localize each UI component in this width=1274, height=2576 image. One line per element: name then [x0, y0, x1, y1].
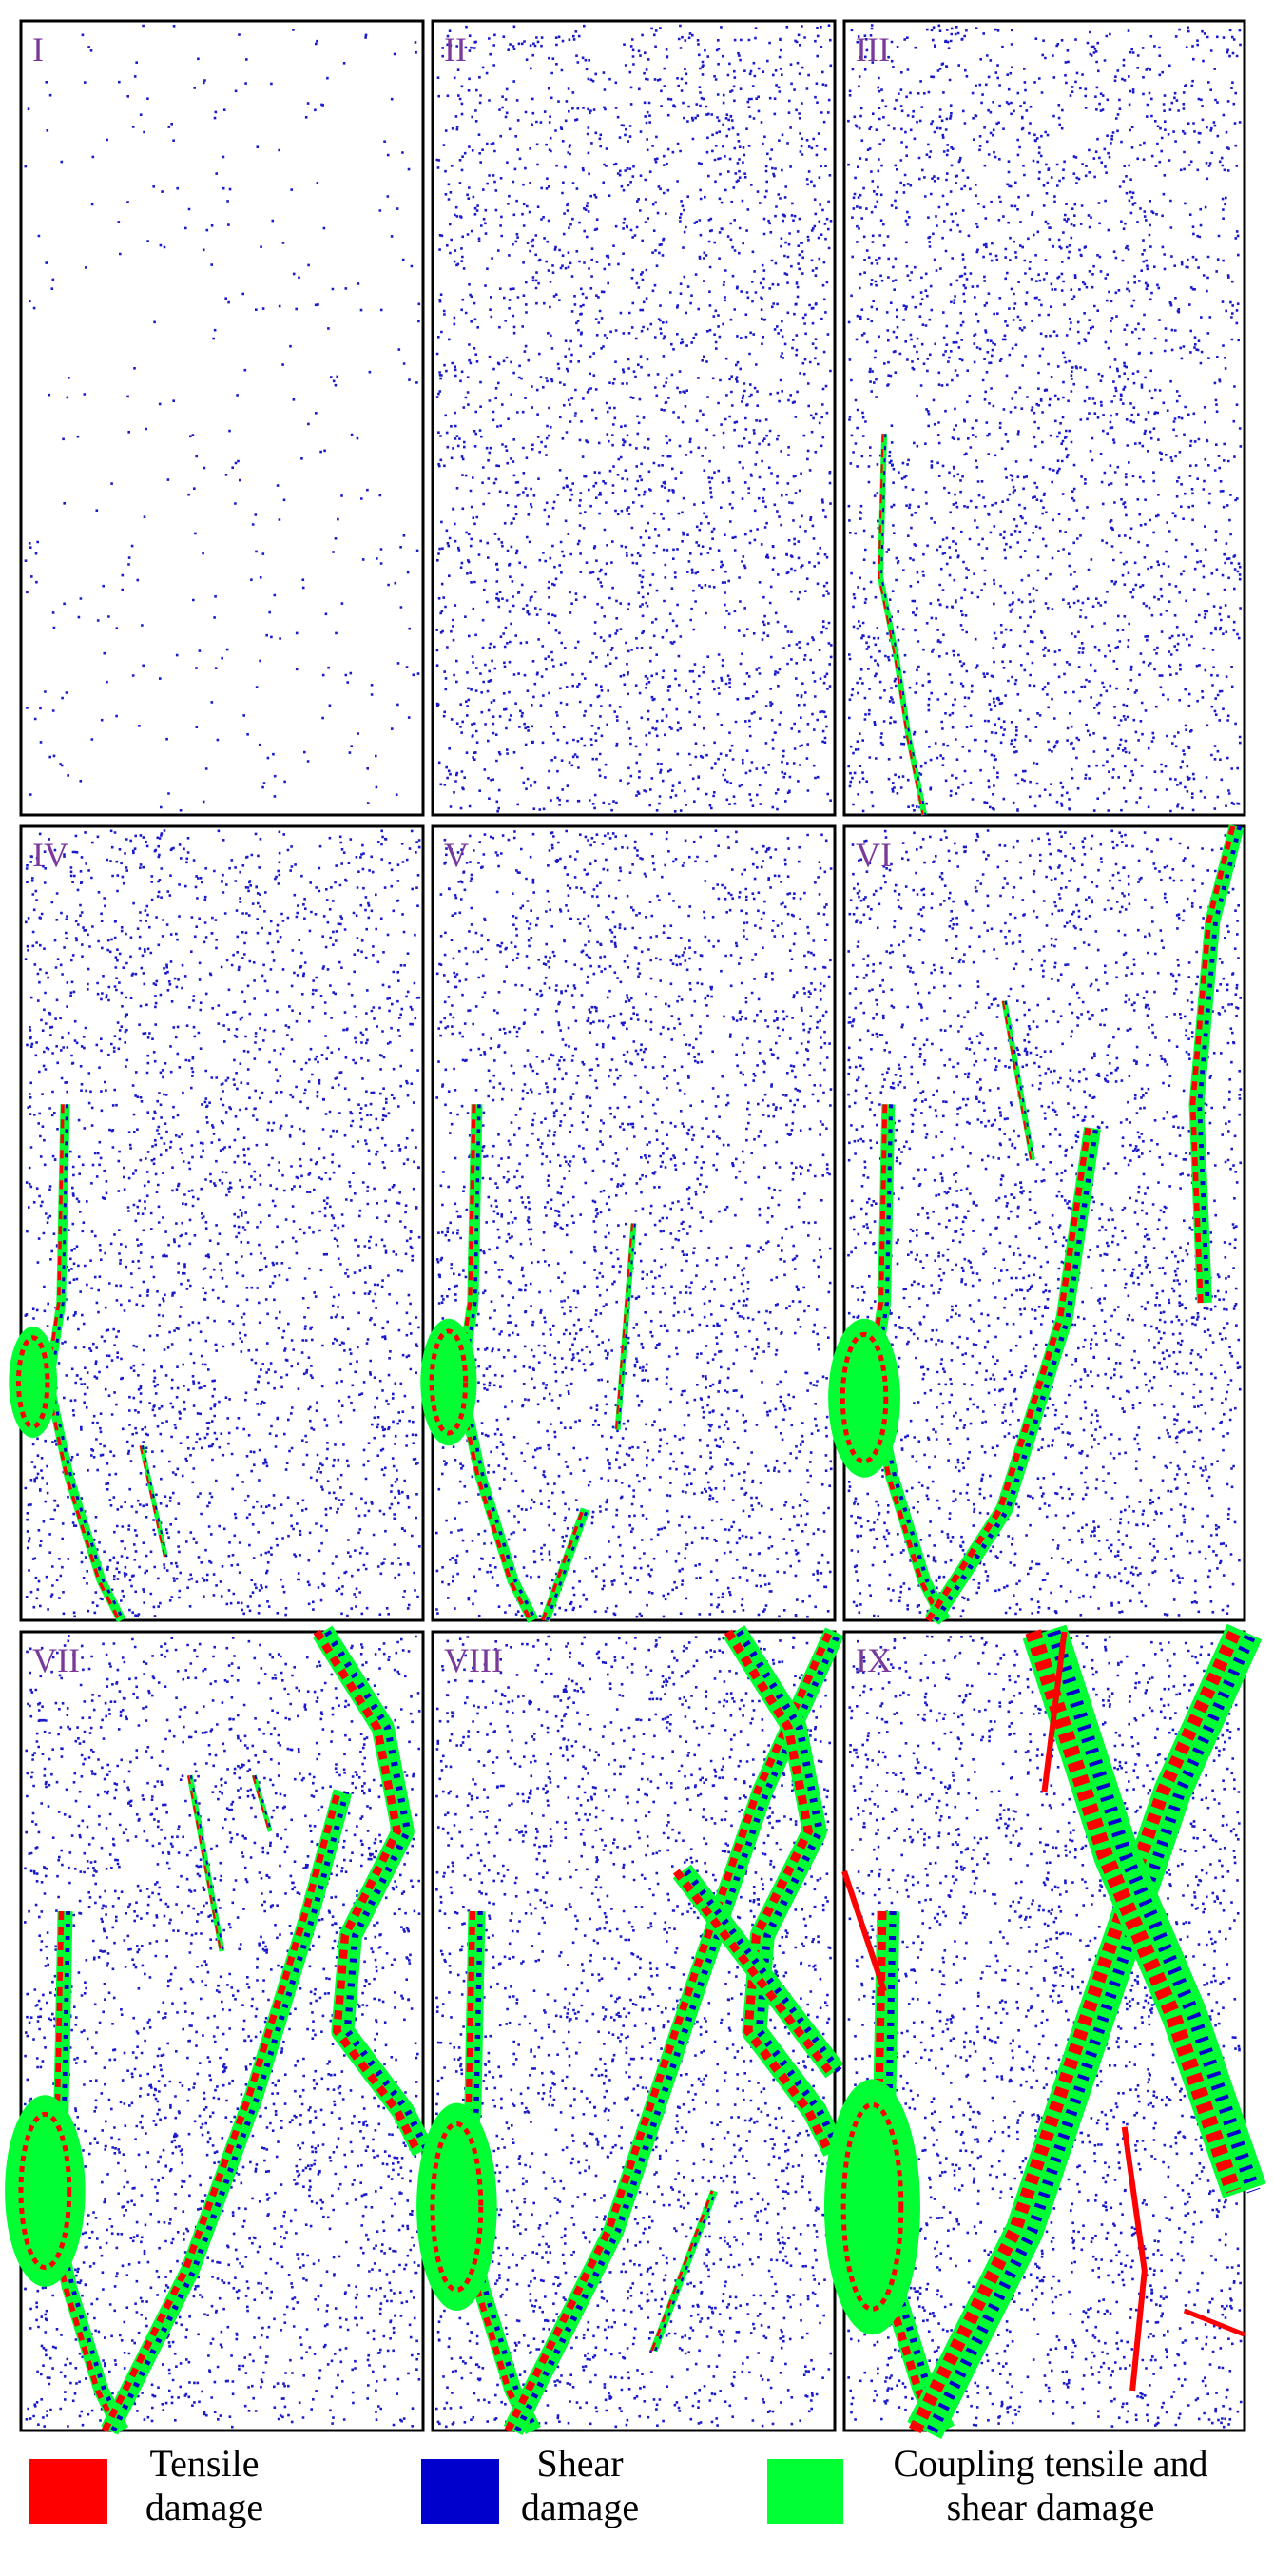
- shear-crack: [1004, 1000, 1035, 1160]
- tensile-crack: [1121, 2126, 1148, 2392]
- damage-cluster: [828, 1318, 900, 1478]
- panel: V: [420, 824, 837, 1623]
- tensile-crack: [453, 1910, 532, 2432]
- damage-cluster: [823, 2079, 920, 2335]
- legend-swatch: [29, 2459, 107, 2524]
- damage-cluster: [420, 1318, 477, 1446]
- tensile-crack: [878, 434, 924, 816]
- shear-crack: [1047, 1629, 1261, 2194]
- panel-label: IV: [32, 836, 68, 874]
- damage-points: [847, 829, 1243, 1617]
- coupled-crack: [925, 1126, 1101, 1625]
- damage-points: [24, 1635, 421, 2429]
- damage-cluster: [429, 1328, 469, 1436]
- tensile-crack: [455, 1104, 532, 1621]
- damage-cluster: [9, 1327, 58, 1438]
- tensile-crack: [504, 1630, 834, 2432]
- panel: VIII: [416, 1625, 846, 2435]
- coupled-crack: [724, 1625, 846, 2157]
- panel-frame: [431, 19, 837, 817]
- tensile-crack: [650, 2190, 714, 2352]
- shear-crack: [926, 1629, 1258, 2433]
- legend-swatch: [767, 2459, 843, 2524]
- tensile-crack: [1001, 1000, 1033, 1160]
- tensile-crack: [1183, 2308, 1245, 2337]
- damage-cluster: [15, 1335, 50, 1429]
- tensile-crack: [1041, 1631, 1068, 1792]
- tensile-crack: [139, 1445, 166, 1558]
- panel: IX: [823, 1623, 1266, 2439]
- shear-crack: [189, 1775, 224, 1952]
- panel-label: I: [32, 30, 44, 68]
- coupled-crack: [313, 1625, 434, 2157]
- legend-label: Coupling tensile and shear damage: [893, 2442, 1208, 2528]
- coupled-crack: [877, 434, 928, 816]
- tensile-crack: [1025, 1629, 1241, 2194]
- coupled-crack: [1001, 1000, 1035, 1161]
- coupled-crack: [139, 1444, 168, 1558]
- damage-cluster: [416, 2102, 497, 2311]
- shear-crack: [654, 2190, 717, 2352]
- tensile-crack: [541, 1508, 585, 1621]
- panel-label: V: [444, 836, 469, 874]
- panel-label: VII: [32, 1641, 80, 1679]
- coupled-crack: [101, 1789, 353, 2435]
- tensile-crack: [908, 1629, 1242, 2434]
- shear-crack: [324, 1630, 432, 2153]
- tensile-crack: [841, 1870, 887, 1992]
- legend-swatch: [421, 2459, 499, 2524]
- panel-label: VI: [856, 836, 892, 874]
- panel-frame: [19, 19, 425, 817]
- coupled-crack: [251, 1774, 273, 1832]
- coupled-crack: [1188, 824, 1245, 1304]
- damage-cluster: [840, 1331, 889, 1464]
- shear-crack: [49, 1910, 127, 2432]
- tensile-crack: [925, 1127, 1091, 1622]
- panel: I: [19, 19, 425, 817]
- shear-crack: [880, 434, 927, 816]
- panel-frame: [19, 824, 425, 1622]
- damage-points: [847, 24, 1243, 813]
- panel-label: II: [444, 30, 467, 68]
- tensile-crack: [101, 1791, 341, 2432]
- coupled-crack: [454, 1104, 539, 1623]
- coupled-crack: [614, 1223, 637, 1430]
- panel: VII: [5, 1625, 434, 2435]
- panel-label: III: [856, 30, 890, 68]
- coupled-crack: [540, 1507, 590, 1622]
- coupled-crack: [672, 1864, 844, 2079]
- panel: II: [431, 19, 837, 817]
- tensile-crack: [672, 1869, 833, 2074]
- damage-cluster: [430, 2121, 484, 2293]
- shear-crack: [736, 1629, 843, 2153]
- tensile-crack: [45, 1104, 121, 1621]
- panel-label: IX: [856, 1641, 892, 1679]
- tensile-crack: [724, 1629, 833, 2154]
- tensile-crack: [252, 1774, 271, 1832]
- legend-label: Tensile damage: [145, 2442, 264, 2528]
- coupled-crack: [1022, 1624, 1266, 2198]
- tensile-crack: [1189, 825, 1236, 1304]
- panel-label: VIII: [444, 1641, 503, 1679]
- coupled-crack: [649, 2189, 718, 2353]
- panel: III: [842, 19, 1246, 817]
- coupled-crack: [44, 1104, 126, 1623]
- shear-crack: [514, 1630, 842, 2432]
- coupled-crack: [907, 1623, 1263, 2439]
- damage-cluster: [840, 2101, 904, 2312]
- damage-cluster: [18, 2111, 72, 2271]
- tensile-crack: [313, 1629, 421, 2153]
- damage-cluster: [5, 2095, 86, 2287]
- tensile-crack: [615, 1223, 634, 1430]
- panel: VI: [828, 824, 1246, 1625]
- tensile-crack: [42, 1910, 121, 2432]
- legend-label: Shear damage: [520, 2442, 640, 2528]
- panel: IV: [9, 824, 425, 1623]
- damage-points: [435, 829, 833, 1618]
- damage-points: [847, 1635, 1243, 2429]
- shear-crack: [684, 1869, 842, 2074]
- coupled-crack: [186, 1774, 225, 1952]
